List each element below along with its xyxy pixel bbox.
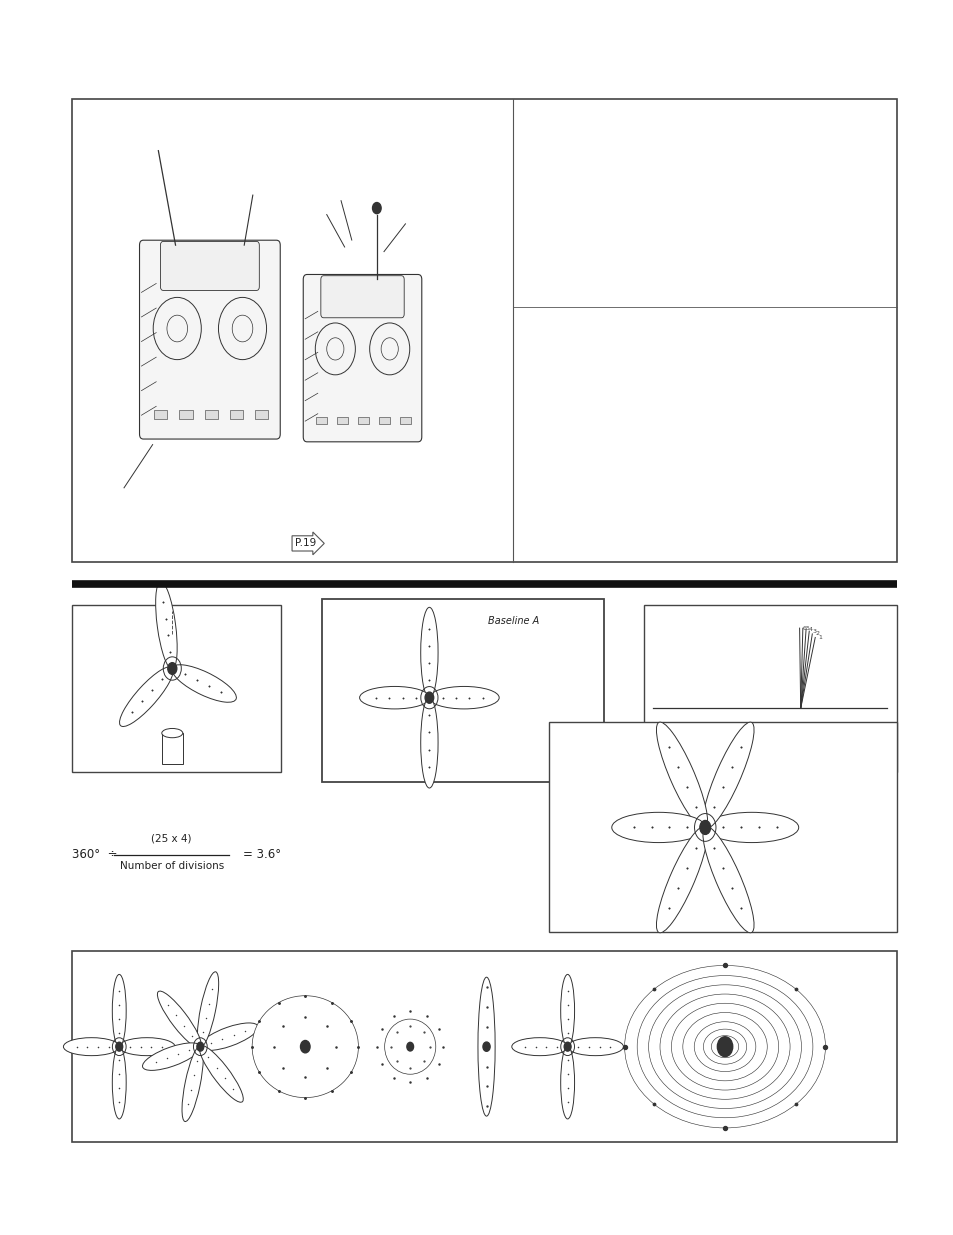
Bar	[336, 417, 348, 425]
Text: Number of divisions: Number of divisions	[119, 861, 224, 871]
Ellipse shape	[274, 1016, 336, 1077]
Ellipse shape	[611, 813, 705, 842]
Text: Baseline A: Baseline A	[488, 616, 538, 626]
Ellipse shape	[172, 664, 236, 703]
Circle shape	[717, 1036, 732, 1057]
Circle shape	[300, 1040, 310, 1052]
Ellipse shape	[429, 687, 498, 709]
Bar	[204, 410, 217, 419]
Ellipse shape	[200, 1023, 258, 1051]
Text: P.19: P.19	[294, 538, 315, 548]
Bar	[378, 417, 390, 425]
Circle shape	[115, 1042, 123, 1051]
Text: 5: 5	[805, 626, 809, 631]
FancyBboxPatch shape	[320, 275, 404, 317]
Ellipse shape	[656, 826, 707, 932]
Ellipse shape	[391, 1026, 429, 1067]
Ellipse shape	[63, 1037, 119, 1056]
Ellipse shape	[155, 582, 177, 669]
Ellipse shape	[197, 972, 218, 1047]
Circle shape	[372, 203, 381, 214]
Ellipse shape	[702, 826, 753, 932]
FancyBboxPatch shape	[160, 242, 259, 290]
Ellipse shape	[284, 1026, 326, 1067]
Text: 2: 2	[814, 631, 819, 636]
Ellipse shape	[396, 1032, 423, 1061]
Circle shape	[196, 1042, 204, 1051]
Ellipse shape	[702, 722, 753, 829]
Ellipse shape	[567, 1037, 623, 1056]
Bar	[548, 722, 896, 932]
Ellipse shape	[560, 974, 574, 1047]
Bar	[179, 410, 193, 419]
Text: = 3.6°: = 3.6°	[243, 848, 281, 861]
Ellipse shape	[252, 995, 358, 1098]
Ellipse shape	[704, 813, 798, 842]
Bar	[230, 410, 243, 419]
Text: 1: 1	[818, 635, 821, 640]
Circle shape	[700, 820, 710, 835]
Ellipse shape	[112, 974, 126, 1047]
Ellipse shape	[420, 608, 437, 698]
Bar	[71, 951, 896, 1142]
Ellipse shape	[511, 1037, 567, 1056]
Bar	[643, 605, 896, 772]
Text: 4: 4	[808, 627, 812, 632]
Bar	[400, 417, 411, 425]
Ellipse shape	[477, 977, 495, 1116]
Text: 360°  ÷: 360° ÷	[71, 848, 117, 861]
Ellipse shape	[656, 722, 707, 829]
Text: 3: 3	[811, 629, 815, 634]
Ellipse shape	[299, 1041, 311, 1052]
Circle shape	[425, 692, 434, 703]
Bar	[71, 99, 896, 562]
Circle shape	[406, 1042, 414, 1051]
Bar	[357, 417, 369, 425]
Ellipse shape	[112, 1046, 126, 1119]
Ellipse shape	[359, 687, 429, 709]
Ellipse shape	[199, 1046, 243, 1103]
Circle shape	[168, 663, 176, 674]
Text: (25 x 4): (25 x 4)	[152, 834, 192, 844]
Bar	[315, 417, 327, 425]
Ellipse shape	[293, 1035, 317, 1058]
Ellipse shape	[560, 1046, 574, 1119]
Bar	[162, 734, 183, 764]
Ellipse shape	[157, 990, 201, 1047]
Ellipse shape	[182, 1046, 203, 1121]
FancyBboxPatch shape	[303, 274, 421, 442]
Ellipse shape	[420, 698, 437, 788]
Ellipse shape	[402, 1039, 417, 1055]
Circle shape	[482, 1042, 490, 1051]
FancyBboxPatch shape	[139, 240, 280, 440]
Ellipse shape	[406, 1042, 414, 1051]
Bar	[322, 599, 603, 782]
Ellipse shape	[162, 729, 183, 737]
Ellipse shape	[119, 1037, 175, 1056]
Ellipse shape	[264, 1008, 346, 1086]
Bar	[153, 410, 167, 419]
Ellipse shape	[119, 667, 173, 726]
Ellipse shape	[384, 1019, 436, 1074]
Bar	[254, 410, 268, 419]
Bar	[71, 605, 281, 772]
Ellipse shape	[142, 1042, 200, 1071]
Text: 6: 6	[801, 626, 805, 631]
Circle shape	[563, 1042, 571, 1051]
